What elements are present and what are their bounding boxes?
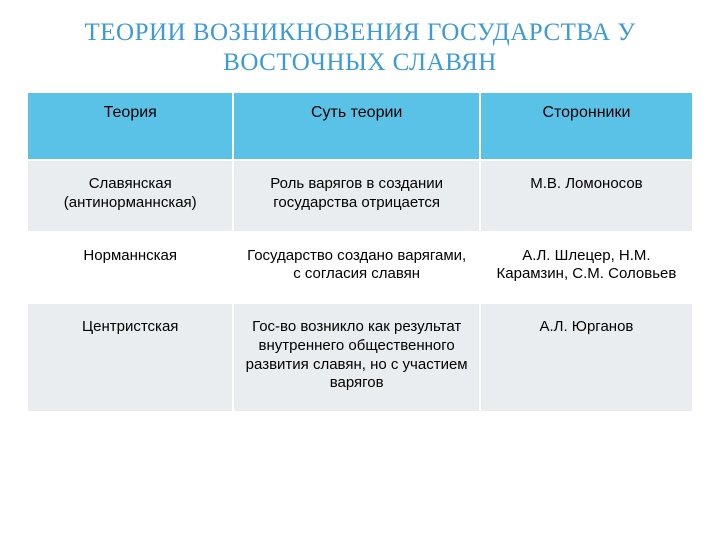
table-row: Славянская (антинорманнская) Роль варяго… bbox=[27, 160, 693, 232]
cell-supporters: А.Л. Юрганов bbox=[480, 303, 693, 412]
cell-theory: Славянская (антинорманнская) bbox=[27, 160, 233, 232]
cell-essence: Гос-во возникло как результат внутреннег… bbox=[233, 303, 479, 412]
table-row: Норманнская Государство создано варягами… bbox=[27, 232, 693, 304]
cell-theory: Центристская bbox=[27, 303, 233, 412]
col-header-essence: Суть теории bbox=[233, 92, 479, 160]
cell-essence: Государство создано варягами, с согласия… bbox=[233, 232, 479, 304]
theories-table: Теория Суть теории Сторонники Славянская… bbox=[26, 91, 694, 413]
cell-supporters: М.В. Ломоносов bbox=[480, 160, 693, 232]
cell-essence: Роль варягов в создании государства отри… bbox=[233, 160, 479, 232]
page-title: ТЕОРИИ ВОЗНИКНОВЕНИЯ ГОСУДАРСТВА У ВОСТО… bbox=[26, 18, 694, 77]
col-header-theory: Теория bbox=[27, 92, 233, 160]
cell-theory: Норманнская bbox=[27, 232, 233, 304]
slide: ТЕОРИИ ВОЗНИКНОВЕНИЯ ГОСУДАРСТВА У ВОСТО… bbox=[0, 0, 720, 540]
cell-supporters: А.Л. Шлецер, Н.М. Карамзин, С.М. Соловье… bbox=[480, 232, 693, 304]
table-body: Славянская (антинорманнская) Роль варяго… bbox=[27, 160, 693, 412]
table-row: Центристская Гос-во возникло как результ… bbox=[27, 303, 693, 412]
table-header-row: Теория Суть теории Сторонники bbox=[27, 92, 693, 160]
col-header-supporters: Сторонники bbox=[480, 92, 693, 160]
